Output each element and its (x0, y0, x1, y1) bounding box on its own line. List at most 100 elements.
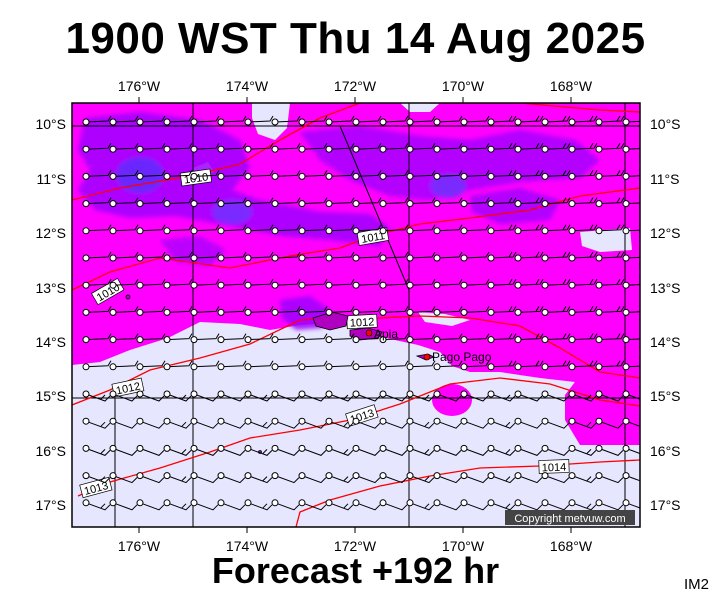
wind-barb (109, 224, 139, 235)
wind-barb (433, 390, 462, 402)
wind-barb-station (109, 254, 117, 262)
wind-barb-station (217, 200, 225, 208)
wind-barb (379, 417, 408, 429)
wind-barb (568, 306, 598, 316)
wind-barb (514, 170, 544, 180)
wind-barb-station (136, 363, 144, 371)
wind-barb (487, 390, 516, 402)
wind-barb-shaft (571, 360, 598, 368)
wind-barb-shaft (409, 224, 436, 232)
wind-barb-station (595, 444, 603, 452)
wind-barb-shaft (625, 338, 640, 341)
wind-barb (568, 333, 598, 344)
wind-barb-shaft (598, 360, 625, 368)
wind-barb-station (379, 363, 387, 371)
wind-barb-station (514, 200, 522, 208)
wind-barb (244, 499, 273, 511)
wind-barb-shaft (274, 197, 301, 205)
wind-barb (82, 499, 111, 511)
wind-barb (541, 472, 570, 484)
wind-barb (190, 197, 220, 208)
wind-barb (541, 360, 571, 371)
wind-barb-station (460, 472, 468, 480)
wind-barb-station (352, 444, 360, 452)
wind-barb-station (433, 308, 441, 316)
place-marker (423, 353, 431, 361)
wind-barb-shaft (382, 502, 408, 511)
wind-barb (244, 142, 274, 153)
wind-barb-station (568, 118, 576, 126)
wind-barb-station (379, 172, 387, 180)
wind-barb (541, 251, 571, 262)
wind-barb-shaft (193, 251, 220, 259)
wind-barb-shaft (382, 447, 408, 456)
wind-barb-station (244, 472, 252, 480)
wind-barb (298, 115, 328, 126)
wind-barb (487, 472, 516, 484)
isobar-1011 (72, 187, 640, 291)
wind-barb-station (541, 417, 549, 425)
svg-text:1011: 1011 (360, 230, 385, 246)
wind-barb (163, 142, 193, 153)
wind-barb-station (379, 118, 387, 126)
wind-barb-shaft (301, 502, 327, 511)
wind-barb-shaft (463, 170, 490, 177)
wind-barb-station (217, 499, 225, 507)
wind-barb-shaft (247, 224, 274, 232)
wind-barb-station (271, 172, 279, 180)
wind-barb-shaft (517, 306, 544, 313)
wind-barb-shaft (490, 333, 517, 341)
wind-barb-station (298, 417, 306, 425)
wind-barb-shaft (517, 278, 544, 286)
wind-barb-shaft (517, 224, 544, 232)
wind-barb-station (595, 281, 603, 289)
wind-barb-station (406, 281, 414, 289)
wind-barb-station (136, 499, 144, 507)
wind-barb-station (622, 145, 630, 153)
wind-barb-shaft (247, 360, 274, 368)
wind-barb-shaft (85, 306, 112, 313)
wind-barb (487, 142, 517, 153)
wind-barb (82, 360, 112, 371)
wind-barb (487, 333, 517, 344)
wind-barb-shaft (85, 360, 112, 368)
wind-barb-shaft (301, 475, 327, 484)
wind-barb-shaft (490, 360, 517, 368)
wind-barb-shaft (382, 306, 409, 313)
wind-barb-shaft (409, 393, 435, 402)
wind-barb-station (271, 363, 279, 371)
wind-barb-station (622, 444, 630, 452)
wind-barb-station (487, 281, 495, 289)
lat-label: 12°S (650, 225, 681, 241)
wind-barb-shaft (517, 142, 544, 150)
wind-barb (217, 306, 247, 316)
wind-barb-station (406, 363, 414, 371)
wind-barb-shaft (247, 115, 274, 123)
lon-label: 174°W (226, 538, 269, 554)
wind-barb-shaft (139, 306, 166, 313)
lat-label: 16°S (35, 443, 66, 459)
wind-barb-station (433, 145, 441, 153)
wind-barb-shaft (274, 420, 300, 429)
wind-barb-station (568, 472, 576, 480)
wind-barb-shaft (436, 224, 463, 232)
wind-barb-station (190, 363, 198, 371)
wind-barb-shaft (220, 420, 246, 429)
wind-barb (595, 278, 625, 289)
wind-barb-shaft (355, 224, 382, 232)
wind-barb (622, 336, 640, 344)
lon-label: 172°W (334, 538, 377, 554)
wind-barb-shaft (598, 278, 625, 286)
wind-barb (568, 251, 598, 262)
wind-barb (190, 472, 219, 484)
wind-barb (433, 278, 463, 289)
wind-barb-shaft (382, 197, 409, 205)
wind-barb-station (622, 254, 630, 262)
wind-barb-station (460, 172, 468, 180)
wind-barb (622, 172, 640, 180)
wind-barb-shaft (436, 306, 463, 313)
wind-barb-shaft (166, 447, 192, 456)
wind-barb-station (163, 281, 171, 289)
wind-barb (244, 444, 273, 456)
wind-barb-station (217, 145, 225, 153)
